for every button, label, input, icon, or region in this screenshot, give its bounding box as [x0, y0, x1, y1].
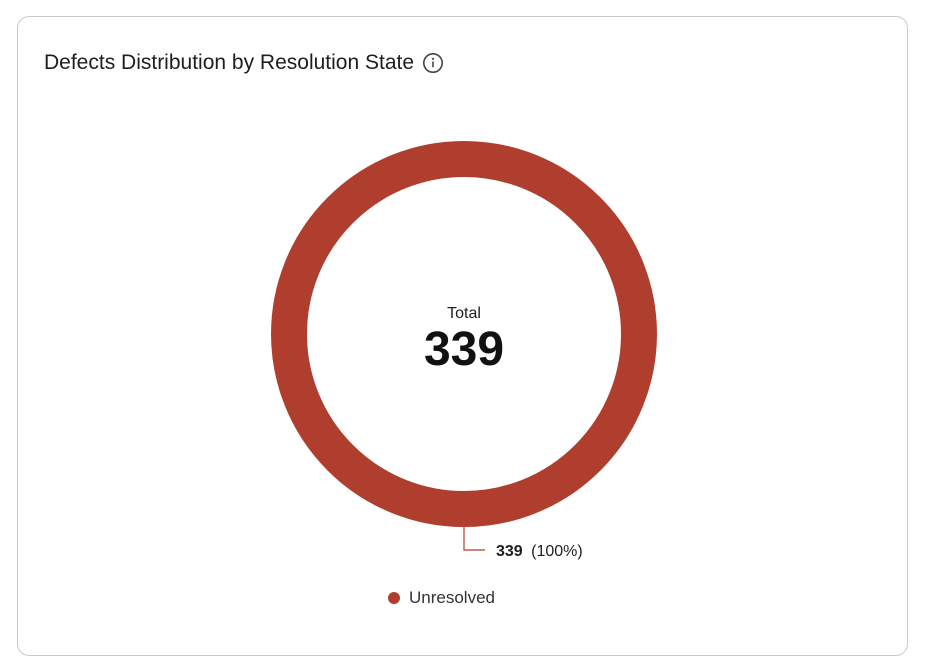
legend-label-unresolved[interactable]: Unresolved [409, 588, 495, 607]
chart-legend: Unresolved [388, 586, 495, 610]
card-title: Defects Distribution by Resolution State [44, 51, 415, 74]
data-label-percent: (100%) [531, 543, 583, 560]
legend-swatch-unresolved [388, 592, 400, 604]
info-circle-icon[interactable] [422, 52, 444, 74]
donut-data-label: 339 (100%) [496, 543, 583, 560]
defects-distribution-card: Defects Distribution by Resolution State [17, 16, 908, 656]
data-label-value: 339 [496, 543, 523, 560]
card-header: Defects Distribution by Resolution State [44, 48, 444, 78]
donut-center-label: Total [447, 305, 481, 322]
donut-slice-unresolved[interactable] [271, 141, 657, 527]
data-label-leader-line [463, 526, 485, 551]
donut-center-value: 339 [424, 323, 504, 376]
